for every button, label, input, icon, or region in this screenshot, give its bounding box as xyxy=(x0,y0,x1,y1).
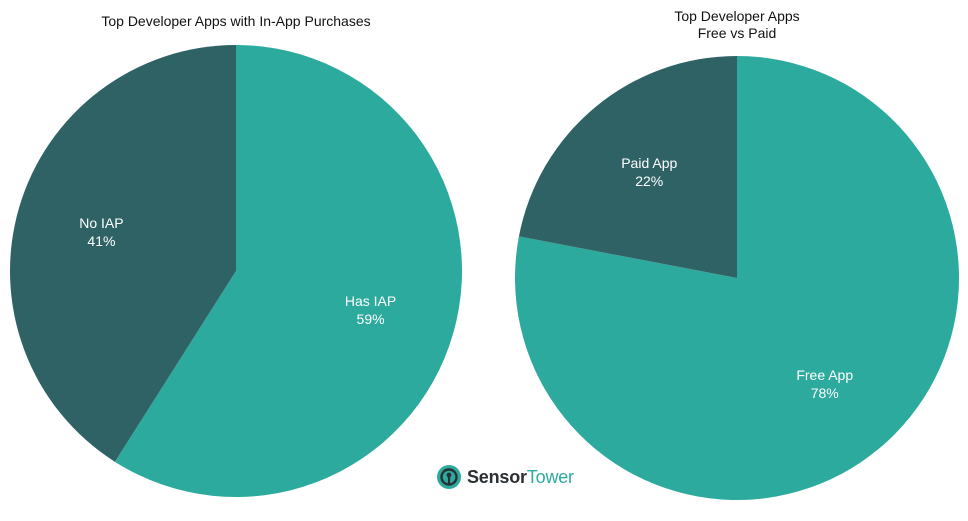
slice-value-label: 41% xyxy=(87,233,115,249)
slice-label: Free App xyxy=(796,367,853,383)
slice-label: No IAP xyxy=(79,215,123,231)
slice-value-label: 78% xyxy=(811,385,839,401)
pie-slice-has-iap xyxy=(114,45,463,497)
brand-name-part1: Sensor xyxy=(467,467,527,487)
chart-title-line: Top Developer Apps with In-App Purchases xyxy=(101,13,370,29)
iap-pie-chart: Has IAP 59% No IAP 41% Top Developer Apps wi… xyxy=(10,13,463,497)
pie-slice-no-iap xyxy=(10,45,237,462)
chart-title-line: Free vs Paid xyxy=(698,25,777,41)
pie-slice-paid-app xyxy=(518,55,737,279)
chart-title-line: Top Developer Apps xyxy=(674,8,799,24)
slice-label: Has IAP xyxy=(345,293,396,309)
slice-value-label: 22% xyxy=(635,173,663,189)
brand-name-part2: Tower xyxy=(526,467,574,487)
free-vs-paid-pie-chart: Free App 78% Paid App 22% Top Developer Apps… xyxy=(515,8,960,500)
sensortower-brand: SensorTower xyxy=(436,462,574,492)
slice-label: Paid App xyxy=(621,155,677,171)
sensortower-logo-icon xyxy=(437,465,461,489)
slice-value-label: 59% xyxy=(357,311,385,327)
brand-wordmark: SensorTower xyxy=(467,464,574,490)
